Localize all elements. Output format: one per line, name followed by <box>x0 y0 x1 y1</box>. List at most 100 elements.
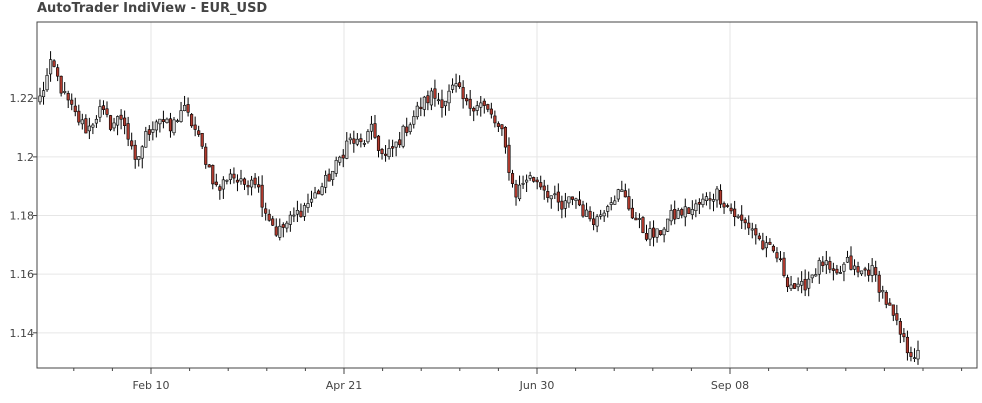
candle-body <box>267 213 271 221</box>
candle-body <box>570 196 575 200</box>
candle-body <box>757 235 761 240</box>
candle <box>729 203 733 215</box>
candle-body <box>70 99 74 105</box>
candle-body <box>588 210 592 220</box>
candle <box>190 112 194 128</box>
candle-body <box>666 218 670 232</box>
candle-body <box>292 214 296 217</box>
candle <box>620 180 624 192</box>
candle-body <box>228 173 232 180</box>
candle <box>468 89 472 116</box>
candle <box>348 133 352 145</box>
candle <box>200 133 204 150</box>
candle-body <box>736 215 740 218</box>
candle-body <box>673 209 677 220</box>
candle <box>274 218 278 237</box>
candle-body <box>45 75 49 91</box>
candle <box>112 117 116 132</box>
candle-body <box>609 202 613 205</box>
candle <box>856 261 860 278</box>
candle <box>394 141 398 157</box>
candle-body <box>500 124 504 130</box>
candle-body <box>454 83 458 87</box>
candle <box>285 220 289 233</box>
candle <box>690 200 694 220</box>
candle-body <box>669 210 673 222</box>
candle-body <box>532 177 536 182</box>
candle-body <box>803 279 807 291</box>
candle <box>359 133 363 148</box>
candle-body <box>101 105 106 110</box>
candle-body <box>496 123 500 127</box>
candle <box>584 202 589 217</box>
candle <box>828 256 832 274</box>
candle-body <box>793 283 797 289</box>
candle <box>320 182 324 196</box>
candle <box>126 116 130 147</box>
candle <box>532 176 536 183</box>
candle-body <box>606 206 610 212</box>
candle-body <box>680 209 684 216</box>
candle <box>916 340 920 365</box>
candle <box>711 193 716 212</box>
candle <box>644 224 649 242</box>
candle-body <box>912 357 917 359</box>
candle <box>419 97 423 117</box>
candle-body <box>874 267 878 276</box>
candle <box>116 115 120 136</box>
candle-body <box>771 245 775 252</box>
candle <box>338 155 342 166</box>
candle <box>140 145 144 169</box>
candle <box>175 118 180 123</box>
candle <box>119 109 123 130</box>
candle <box>324 170 328 194</box>
candle-body <box>549 195 553 200</box>
candle <box>764 235 768 258</box>
candle-body <box>391 146 395 149</box>
candle-body <box>634 217 638 221</box>
candle <box>510 169 515 188</box>
candle-body <box>408 124 412 132</box>
candle <box>232 167 236 184</box>
candle <box>475 100 479 116</box>
candle <box>581 200 585 218</box>
candle <box>912 348 917 363</box>
candle <box>637 213 642 229</box>
candle <box>165 117 169 124</box>
candle <box>154 119 158 138</box>
candle <box>161 110 165 129</box>
candle <box>500 124 504 136</box>
candle-body <box>902 333 906 338</box>
plot-frame <box>36 21 978 369</box>
candle-body <box>80 119 84 125</box>
candle-body <box>334 160 338 174</box>
candle <box>514 179 518 206</box>
candle-body <box>711 199 716 202</box>
candle-body <box>394 141 398 148</box>
candle <box>267 209 271 222</box>
candle-body <box>419 106 423 109</box>
candle <box>493 110 497 128</box>
candle <box>41 81 46 105</box>
candle <box>673 200 677 225</box>
candle-body <box>828 261 832 270</box>
candle-body <box>535 179 539 183</box>
candle <box>750 222 754 239</box>
candle <box>616 188 620 202</box>
candle <box>503 126 508 154</box>
candle <box>436 92 441 105</box>
candle <box>158 118 162 133</box>
candle-body <box>842 263 846 272</box>
candle <box>507 137 511 181</box>
candle <box>218 184 222 200</box>
candle-body <box>341 154 345 159</box>
candle <box>683 198 687 227</box>
candle <box>546 184 550 203</box>
candle-body <box>563 200 567 209</box>
candle-body <box>130 140 134 147</box>
candle <box>147 125 151 141</box>
candle-body <box>726 205 730 207</box>
candle-body <box>373 123 377 138</box>
candle-body <box>581 204 585 217</box>
